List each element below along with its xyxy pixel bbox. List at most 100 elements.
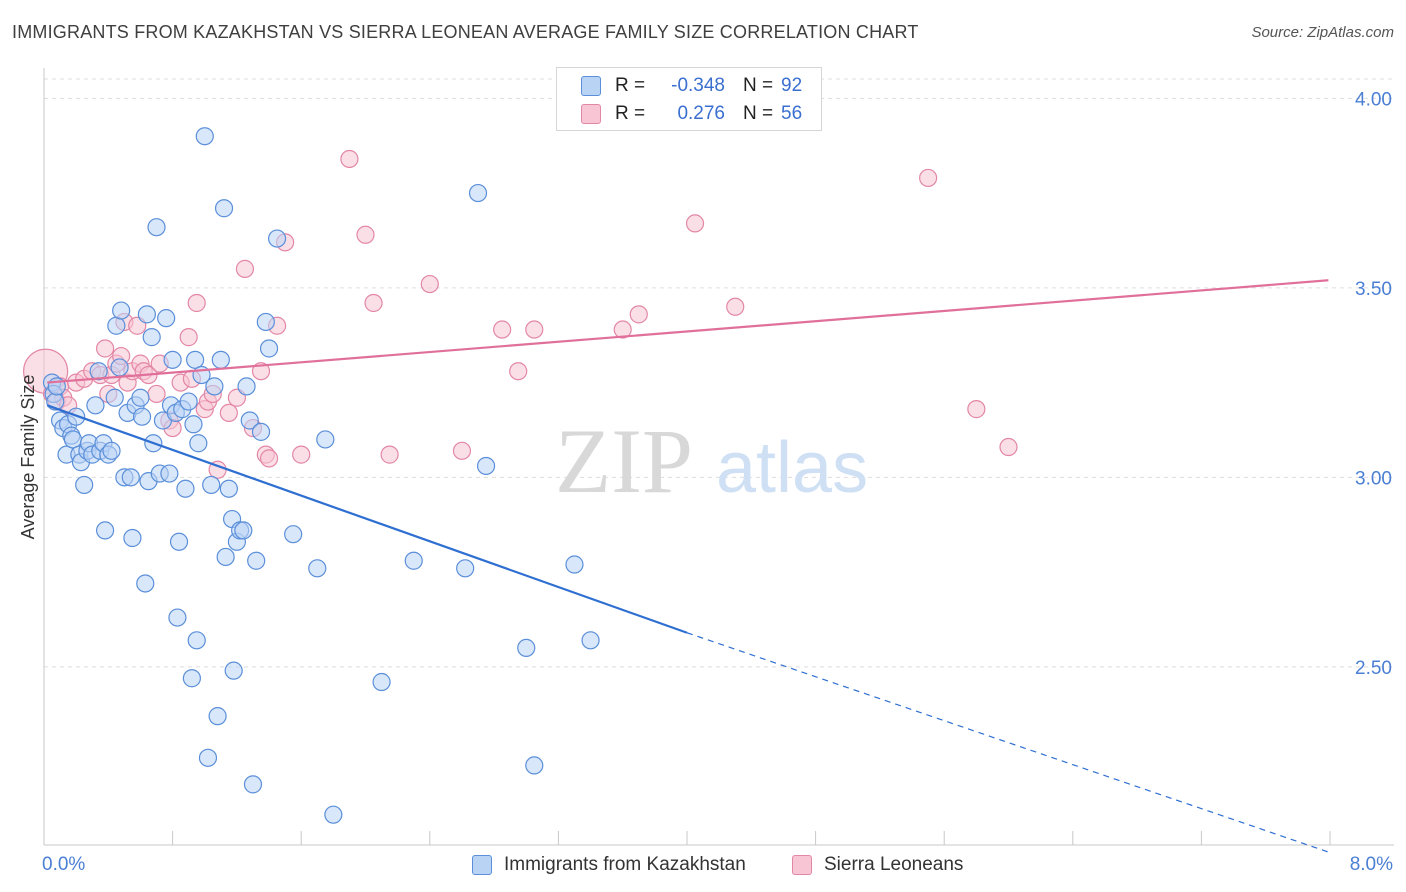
bottom-legend-kazakhstan: Immigrants from Kazakhstan [472,852,746,878]
y-tick-label: 3.50 [1355,279,1392,300]
kazakhstan-point [147,218,166,237]
sierra-leonean-point [259,449,279,468]
sierra-leonean-point [493,320,512,339]
kazakhstan-point [267,229,287,248]
kazakhstan-point [179,392,198,411]
sierra-leonean-point [685,214,705,233]
kazakhstan-point [107,316,126,335]
kazakhstan-point [581,631,600,650]
legend-r-label: R = [615,103,646,124]
legend-n-label: N = [743,103,774,124]
sierra-leonean-trend-line [47,279,1329,384]
kazakhstan-point [208,707,227,726]
kazakhstan-point [136,574,155,593]
kazakhstan-points [42,127,600,824]
bottom-legend-sierra-leonean: Sierra Leoneans [792,852,963,878]
kazakhstan-point [123,528,142,548]
kazakhstan-point [168,608,187,627]
chart-title: IMMIGRANTS FROM KAZAKHSTAN VS SIERRA LEO… [12,22,919,42]
kazakhstan-point [216,547,235,567]
source-label: Source: ZipAtlas.com [1251,24,1394,41]
kazakhstan-point [189,434,208,453]
kazakhstan-point [75,475,94,495]
kazakhstan-point [142,328,161,347]
kazakhstan-point [160,464,179,483]
kazakhstan-point [95,521,115,540]
sierra-leonean-point [219,403,238,423]
kazakhstan-point [105,388,124,407]
bottom-legend-swatch-pink [792,855,812,875]
bottom-legend-swatch-blue [472,855,492,875]
sierra-leonean-point [356,225,375,244]
kazakhstan-point [211,350,230,369]
legend-r-label: R = [615,75,646,96]
kazakhstan-point [234,521,253,540]
sierra-leonean-point [509,362,528,381]
kazakhstan-point [187,631,206,650]
kazakhstan-point [259,339,279,358]
sierra-leonean-point [147,384,166,404]
kazakhstan-point [316,430,335,449]
axes [43,68,1394,846]
watermark-zip: ZIP [555,410,693,512]
kazakhstan-point [176,479,195,498]
kazakhstan-point [63,430,83,449]
kazakhstan-point [198,748,218,767]
sierra-leonean-point [179,328,198,347]
kazakhstan-point [214,199,234,218]
bottom-legend-label-kazakhstan: Immigrants from Kazakhstan [504,854,746,875]
kazakhstan-point [324,805,343,824]
sierra-leonean-point [726,297,745,316]
sierra-leonean-point [187,293,206,313]
correlation-legend: R = -0.348 N = 92 R = 0.276 N = 56 [556,67,822,131]
sierra-leonean-point [613,320,632,339]
kazakhstan-point [456,559,475,578]
kazakhstan-point [237,377,256,396]
legend-r-value: -0.348 [671,75,725,96]
legend-swatch-blue [581,76,601,96]
kazakhstan-point [243,775,263,794]
sierra-leonean-point [251,362,271,381]
kazakhstan-point [205,377,224,396]
sierra-leonean-point [235,259,255,278]
y-axis-label: Average Family Size [18,375,38,540]
legend-n-label: N = [743,75,774,96]
watermark-atlas: atlas [716,428,868,508]
kazakhstan-trend-extension [686,632,1331,854]
kazakhstan-point [195,127,214,146]
kazakhstan-point [372,672,391,692]
sierra-leonean-point [292,445,311,464]
kazakhstan-point [308,559,327,578]
kazakhstan-point [468,183,488,203]
x-tick-label-min: 0.0% [42,854,85,875]
kazakhstan-point [202,475,221,495]
kazakhstan-point [137,305,156,324]
watermark: ZIP atlas [555,410,868,512]
y-tick-label: 2.50 [1355,658,1392,679]
kazakhstan-point [131,388,150,407]
kazakhstan-point [517,638,536,658]
grid-lines [44,78,1394,668]
legend-n-value: 56 [781,103,803,124]
sierra-leonean-point [919,168,938,188]
y-tick-label: 3.00 [1355,468,1392,489]
sierra-leonean-point [525,320,544,339]
kazakhstan-point [565,555,584,574]
kazakhstan-point [219,479,238,498]
kazakhstan-point [132,407,152,426]
sierra-leonean-point [364,293,383,313]
tick-labels: 2.50 3.00 3.50 4.00 0.0% 8.0% [42,89,1393,875]
kazakhstan-point [476,456,496,476]
kazakhstan-point [184,415,203,434]
kazakhstan-point [247,551,266,570]
sierra-leonean-point [380,445,399,464]
sierra-leonean-point [629,305,648,324]
x-tick-label-max: 8.0% [1350,854,1393,875]
kazakhstan-point [89,362,108,381]
legend-row-sierra-leonean: R = 0.276 N = 56 [581,101,802,127]
kazakhstan-point [86,396,105,415]
trend-lines [46,279,1331,854]
kazakhstan-trend-line [46,404,688,634]
kazakhstan-point [182,669,201,688]
